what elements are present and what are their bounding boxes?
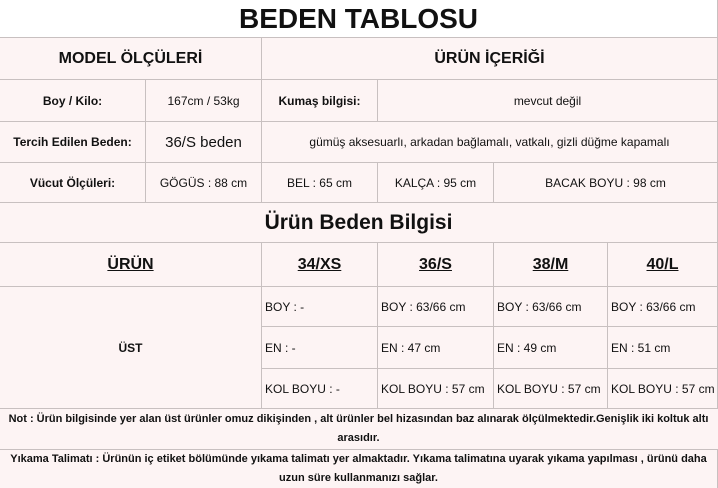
value: GÖGÜS : 88 cm [146,163,262,203]
size-cell: KOL BOYU : 57 cm [378,369,494,409]
size-cell: KOL BOYU : 57 cm [608,369,718,409]
size-cell: EN : 51 cm [608,327,718,369]
note: Yıkama Talimatı : Ürünün iç etiket bölüm… [0,450,718,488]
value: 36/S beden [146,122,262,163]
size-cell: BOY : 63/66 cm [494,287,608,327]
size-cell: KOL BOYU : 57 cm [494,369,608,409]
product: ÜST [0,287,262,409]
value: gümüş aksesuarlı, arkadan bağlamalı, vat… [262,122,718,163]
value: KALÇA : 95 cm [378,163,494,203]
header: ÜRÜN [0,243,262,287]
value: BACAK BOYU : 98 cm [494,163,718,203]
size-cell: EN : 49 cm [494,327,608,369]
label: Tercih Edilen Beden: [0,122,146,163]
size-cell: KOL BOYU : - [262,369,378,409]
section-title: Ürün Beden Bilgisi [0,203,718,243]
header: 38/M [494,243,608,287]
size-cell: EN : 47 cm [378,327,494,369]
size-cell: BOY : 63/66 cm [378,287,494,327]
label: Boy / Kilo: [0,80,146,122]
note: Not : Ürün bilgisinde yer alan üst ürünl… [0,409,718,450]
header: 34/XS [262,243,378,287]
size-cell: BOY : 63/66 cm [608,287,718,327]
value: 167cm / 53kg [146,80,262,122]
header: 40/L [608,243,718,287]
model-title: MODEL ÖLÇÜLERİ [0,38,262,80]
header: 36/S [378,243,494,287]
label: Vücut Ölçüleri: [0,163,146,203]
size-cell: EN : - [262,327,378,369]
content-title: ÜRÜN İÇERİĞİ [262,38,718,80]
value: mevcut değil [378,80,718,122]
label: Kumaş bilgisi: [262,80,378,122]
size-cell: BOY : - [262,287,378,327]
title: BEDEN TABLOSU [0,0,718,38]
value: BEL : 65 cm [262,163,378,203]
